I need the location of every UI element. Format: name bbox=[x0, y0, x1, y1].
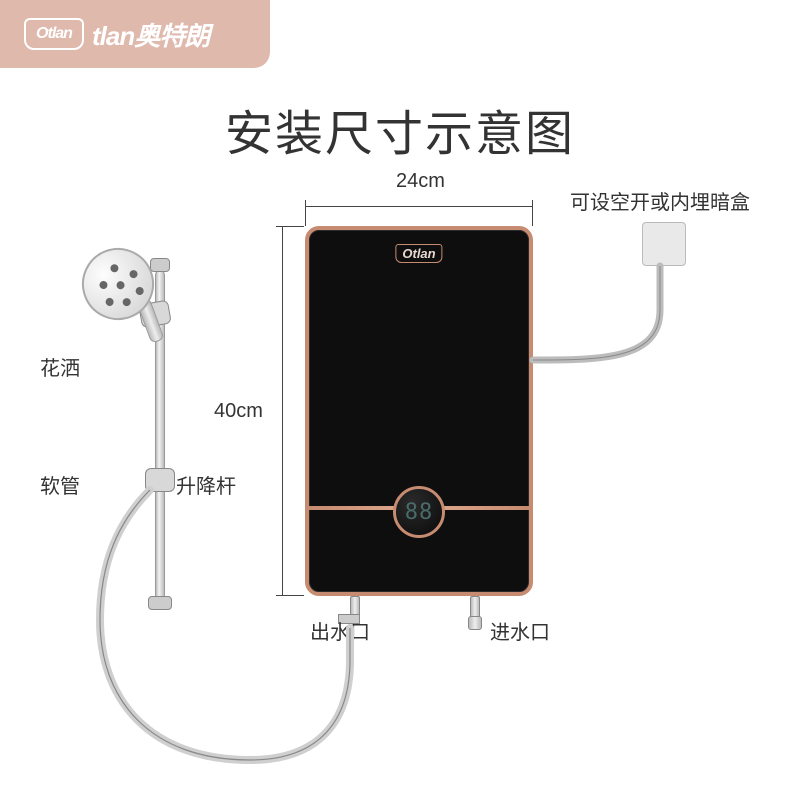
shower-hose bbox=[0, 0, 800, 800]
